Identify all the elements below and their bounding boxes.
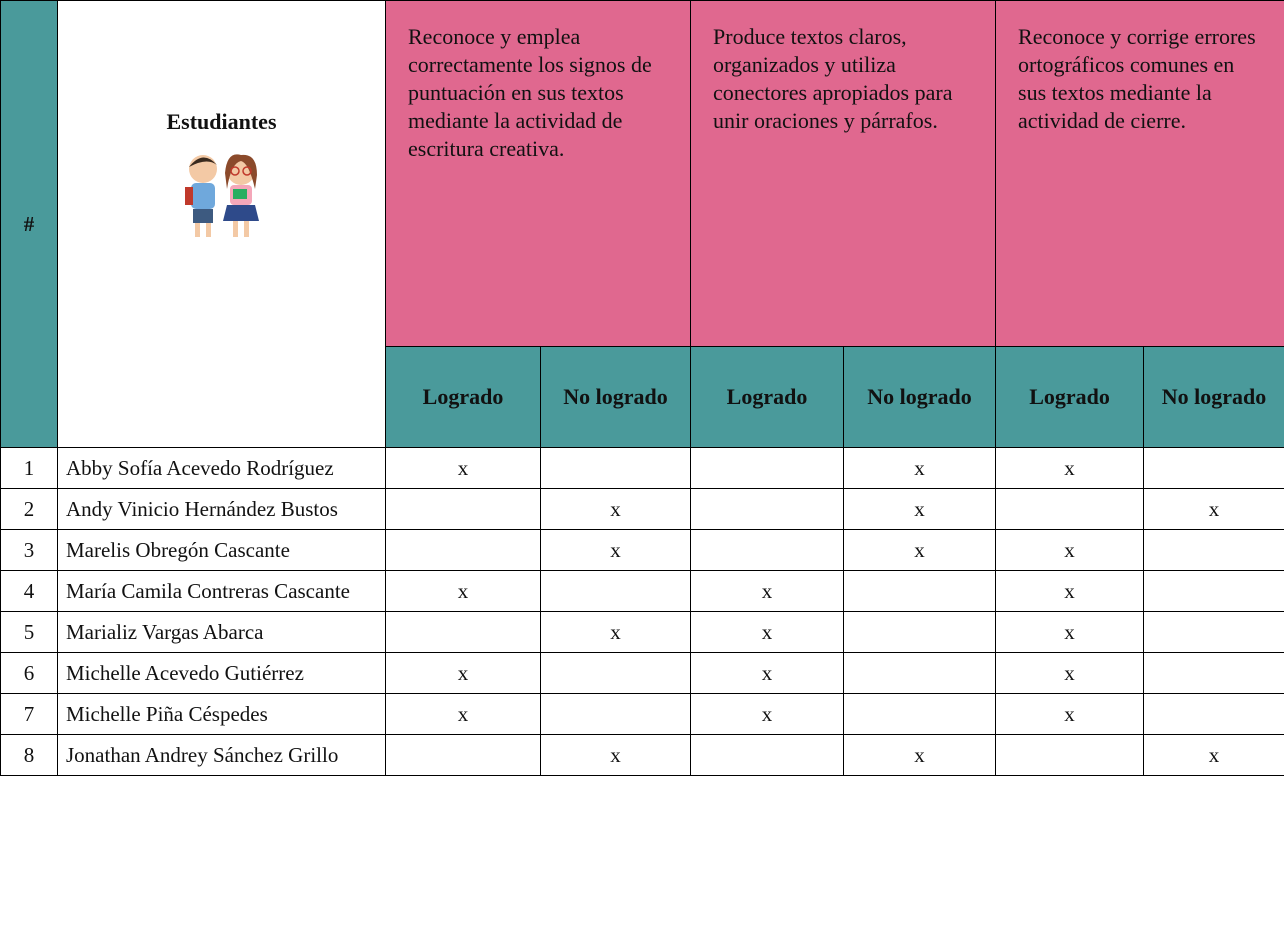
mark-cell: x bbox=[843, 447, 997, 489]
row-number: 5 bbox=[0, 611, 58, 653]
row-number: 8 bbox=[0, 734, 58, 776]
student-name: Jonathan Andrey Sánchez Grillo bbox=[57, 734, 386, 776]
status-header: Logrado bbox=[995, 346, 1145, 448]
status-header: Logrado bbox=[385, 346, 541, 448]
mark-cell bbox=[385, 611, 541, 653]
mark-cell bbox=[1143, 570, 1284, 612]
student-row: 1 Abby Sofía Acevedo Rodríguez x x x bbox=[0, 447, 1284, 489]
mark-cell bbox=[385, 529, 541, 571]
status-header: No logrado bbox=[539, 346, 692, 448]
mark-cell: x bbox=[995, 447, 1145, 489]
mark-cell bbox=[1143, 611, 1284, 653]
student-name: Andy Vinicio Hernández Bustos bbox=[57, 488, 386, 530]
mark-cell bbox=[690, 447, 845, 489]
status-header: Logrado bbox=[690, 346, 845, 448]
mark-cell bbox=[385, 488, 541, 530]
mark-cell bbox=[690, 734, 845, 776]
mark-cell: x bbox=[843, 529, 997, 571]
mark-cell bbox=[1143, 529, 1284, 571]
student-name: Marializ Vargas Abarca bbox=[57, 611, 386, 653]
mark-cell: x bbox=[539, 488, 692, 530]
mark-cell: x bbox=[385, 693, 541, 735]
student-name: Michelle Acevedo Gutiérrez bbox=[57, 652, 386, 694]
student-row: 3 Marelis Obregón Cascante x x x bbox=[0, 529, 1284, 571]
mark-cell bbox=[843, 652, 997, 694]
row-number: 7 bbox=[0, 693, 58, 735]
mark-cell: x bbox=[690, 652, 845, 694]
row-number: 4 bbox=[0, 570, 58, 612]
criterion: Produce textos claros, organizados y uti… bbox=[690, 0, 997, 347]
students-title: Estudiantes bbox=[166, 109, 277, 134]
mark-cell bbox=[385, 734, 541, 776]
mark-cell bbox=[995, 488, 1145, 530]
mark-cell bbox=[843, 611, 997, 653]
mark-cell: x bbox=[995, 611, 1145, 653]
mark-cell bbox=[843, 693, 997, 735]
mark-cell: x bbox=[385, 652, 541, 694]
mark-cell: x bbox=[385, 570, 541, 612]
mark-cell bbox=[1143, 447, 1284, 489]
mark-cell: x bbox=[539, 529, 692, 571]
number-header: # bbox=[0, 0, 58, 448]
student-name: Michelle Piña Céspedes bbox=[57, 693, 386, 735]
student-name: Marelis Obregón Cascante bbox=[57, 529, 386, 571]
student-row: 5 Marializ Vargas Abarca x x x bbox=[0, 611, 1284, 653]
mark-cell: x bbox=[995, 570, 1145, 612]
mark-cell bbox=[1143, 652, 1284, 694]
kids-illustration bbox=[184, 154, 259, 237]
criterion: Reconoce y corrige errores ortográficos … bbox=[995, 0, 1284, 347]
mark-cell: x bbox=[995, 652, 1145, 694]
status-header: No logrado bbox=[1143, 346, 1284, 448]
mark-cell: x bbox=[690, 693, 845, 735]
mark-cell: x bbox=[539, 611, 692, 653]
mark-cell: x bbox=[843, 488, 997, 530]
mark-cell: x bbox=[690, 611, 845, 653]
mark-cell: x bbox=[995, 693, 1145, 735]
mark-cell: x bbox=[539, 734, 692, 776]
students-header: Estudiantes bbox=[57, 0, 386, 448]
row-number: 6 bbox=[0, 652, 58, 694]
mark-cell: x bbox=[1143, 734, 1284, 776]
status-header: No logrado bbox=[843, 346, 997, 448]
evaluation-table: # Estudiantes Reconoce y emplea correcta… bbox=[0, 0, 1284, 776]
mark-cell bbox=[539, 570, 692, 612]
mark-cell bbox=[539, 693, 692, 735]
student-row: 4 María Camila Contreras Cascante x x x bbox=[0, 570, 1284, 612]
mark-cell bbox=[539, 652, 692, 694]
student-row: 8 Jonathan Andrey Sánchez Grillo x x x bbox=[0, 734, 1284, 776]
row-number: 2 bbox=[0, 488, 58, 530]
row-number: 3 bbox=[0, 529, 58, 571]
mark-cell: x bbox=[385, 447, 541, 489]
student-row: 7 Michelle Piña Céspedes x x x bbox=[0, 693, 1284, 735]
criterion: Reconoce y emplea correctamente los sign… bbox=[384, 0, 692, 347]
mark-cell: x bbox=[843, 734, 997, 776]
mark-cell bbox=[539, 447, 692, 489]
mark-cell bbox=[690, 529, 845, 571]
student-name: María Camila Contreras Cascante bbox=[57, 570, 386, 612]
mark-cell bbox=[690, 488, 845, 530]
mark-cell: x bbox=[995, 529, 1145, 571]
row-number: 1 bbox=[0, 447, 58, 489]
mark-cell: x bbox=[1143, 488, 1284, 530]
mark-cell bbox=[843, 570, 997, 612]
student-row: 2 Andy Vinicio Hernández Bustos x x x bbox=[0, 488, 1284, 530]
student-row: 6 Michelle Acevedo Gutiérrez x x x bbox=[0, 652, 1284, 694]
student-name: Abby Sofía Acevedo Rodríguez bbox=[57, 447, 386, 489]
mark-cell bbox=[995, 734, 1145, 776]
mark-cell bbox=[1143, 693, 1284, 735]
mark-cell: x bbox=[690, 570, 845, 612]
